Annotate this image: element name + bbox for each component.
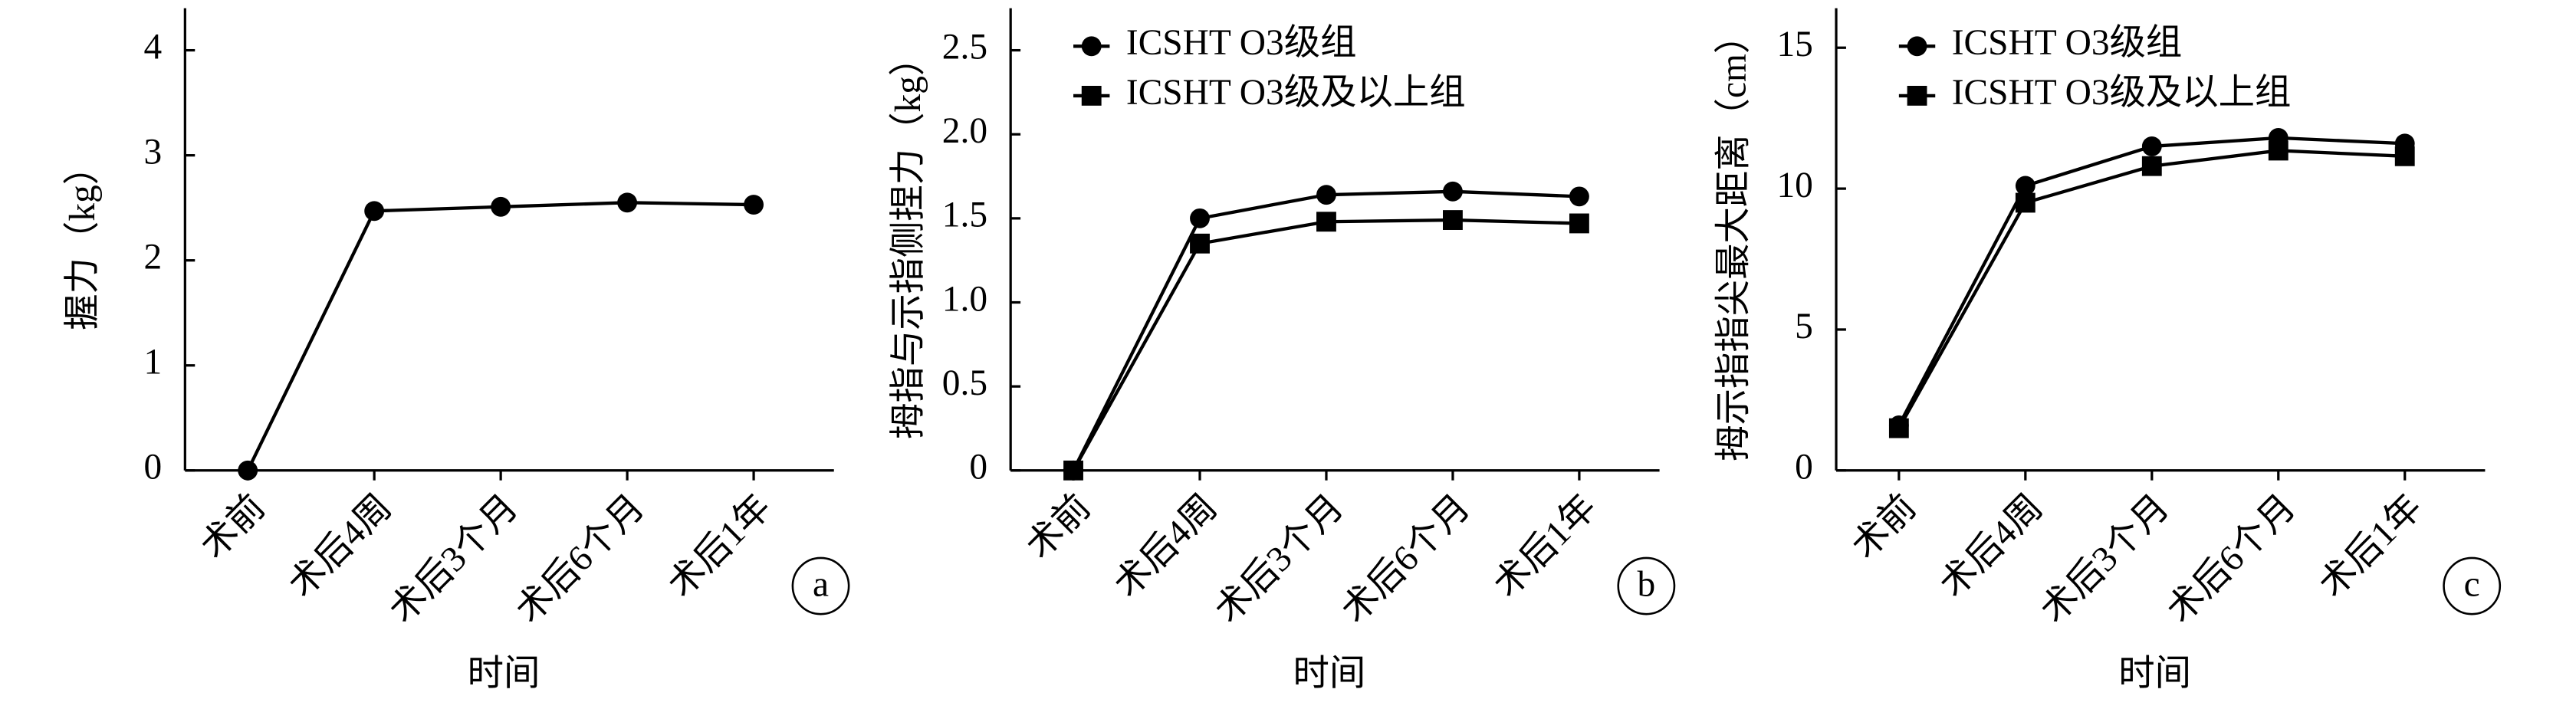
x-tick-label: 术后4周 [1107, 487, 1225, 606]
y-tick-label: 15 [1776, 25, 1812, 64]
marker [1888, 418, 1909, 438]
series-line [246, 201, 754, 471]
annotation: c [2464, 565, 2480, 605]
marker [617, 192, 638, 213]
marker [1907, 36, 1927, 57]
series-line [1897, 136, 2405, 426]
marker [1569, 186, 1589, 207]
y-tick-label: 5 [1795, 307, 1813, 346]
marker [1190, 233, 1210, 254]
marker [2268, 140, 2288, 161]
annotation: b [1638, 565, 1656, 605]
legend-label: ICSHT O3级及以上组 [1952, 73, 2292, 113]
annotation-circle [1617, 556, 1676, 615]
x-tick-label: 术前 [193, 487, 273, 567]
marker [2141, 156, 2162, 176]
series-line [1072, 218, 1579, 471]
x-axis-label: 时间 [1293, 654, 1365, 694]
x-tick-label: 术前 [1845, 487, 1924, 567]
y-tick-label: 1.5 [942, 195, 987, 235]
marker [1316, 185, 1336, 205]
x-tick-label: 术后1年 [2312, 487, 2430, 606]
marker [238, 460, 258, 481]
x-axis-label: 时间 [468, 654, 540, 694]
annotation-circle [2443, 556, 2502, 615]
legend-label: ICSHT O3级及以上组 [1126, 73, 1466, 113]
y-axis-label: 拇示指指尖最大距离（cm） [1714, 18, 1754, 461]
x-tick-label: 术后6个月 [1334, 487, 1478, 632]
y-tick-label: 0.5 [942, 363, 987, 403]
marker [1443, 210, 1463, 230]
x-tick-label: 术后1年 [1487, 487, 1605, 606]
legend-label: ICSHT O3级组 [1126, 23, 1357, 63]
marker [1081, 85, 1102, 106]
y-tick-label: 2.5 [942, 27, 987, 67]
x-tick-label: 术后1年 [661, 487, 779, 606]
marker [1907, 85, 1927, 106]
marker [1063, 460, 1083, 481]
y-tick-label: 2 [144, 238, 163, 277]
marker [2141, 136, 2162, 156]
y-tick-label: 10 [1776, 166, 1812, 205]
y-tick-label: 1.0 [942, 279, 987, 319]
annotation: a [813, 565, 829, 605]
y-tick-label: 0 [969, 448, 987, 487]
x-tick-label: 术后4周 [1933, 487, 2051, 606]
x-tick-label: 术后3个月 [1208, 487, 1352, 632]
marker [1081, 36, 1102, 57]
x-axis-label: 时间 [2118, 654, 2191, 694]
annotation-circle [791, 556, 850, 615]
marker [2015, 192, 2036, 213]
y-tick-label: 0 [1795, 448, 1813, 487]
marker [2394, 146, 2415, 166]
y-tick-label: 3 [144, 133, 163, 172]
x-tick-label: 术后3个月 [382, 487, 526, 632]
y-tick-label: 1 [144, 343, 163, 382]
series-line [1897, 149, 2405, 429]
y-tick-label: 2.0 [942, 111, 987, 151]
marker [491, 196, 511, 217]
y-tick-label: 0 [144, 448, 163, 487]
y-axis-label: 拇指与示指侧捏力（kg） [889, 40, 928, 439]
legend-label: ICSHT O3级组 [1952, 23, 2183, 63]
marker [364, 201, 385, 222]
marker [1190, 208, 1210, 228]
marker [1316, 212, 1336, 232]
marker [1569, 213, 1589, 234]
x-tick-label: 术后3个月 [2033, 487, 2177, 632]
x-tick-label: 术前 [1019, 487, 1099, 567]
marker [2015, 176, 2036, 196]
x-tick-label: 术后4周 [281, 487, 399, 606]
marker [744, 195, 764, 215]
y-axis-label: 握力（kg） [63, 149, 103, 330]
x-tick-label: 术后6个月 [2160, 487, 2304, 632]
x-tick-label: 术后6个月 [508, 487, 652, 632]
y-tick-label: 4 [144, 27, 163, 67]
marker [1443, 181, 1463, 202]
